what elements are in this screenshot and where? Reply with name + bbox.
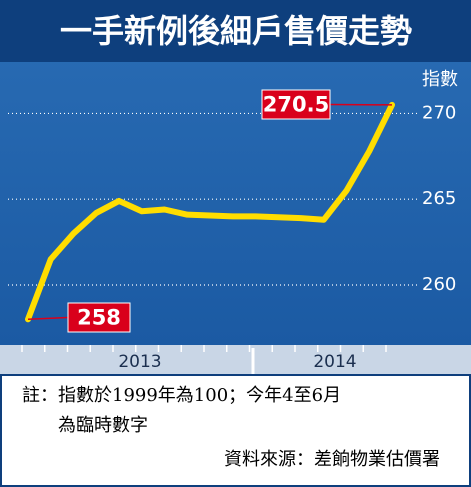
title-bar [0, 0, 471, 62]
y-tick-label: 270 [422, 102, 456, 123]
note: 為臨時數字 [58, 415, 148, 436]
source: 資料來源：差餉物業估價署 [224, 449, 440, 470]
y-tick-label: 260 [422, 274, 456, 295]
line [25, 101, 395, 323]
chart-title: 一手新例後細戶售價走勢 [60, 12, 412, 50]
note: 註：指數於1999年為100；今年4至6月 [22, 385, 341, 406]
label-leader [27, 316, 69, 321]
x-group-label: 2013 [118, 352, 161, 372]
label-box [67, 302, 131, 333]
x-axis-band [0, 345, 471, 375]
y-tick-label: 265 [422, 188, 456, 209]
x-group-label: 2014 [313, 352, 356, 372]
data-label: 258 [77, 306, 121, 330]
y-axis-label: 指數 [422, 69, 458, 90]
notes-box [0, 374, 471, 487]
label-box [261, 89, 331, 120]
data-label: 270.5 [263, 93, 329, 117]
